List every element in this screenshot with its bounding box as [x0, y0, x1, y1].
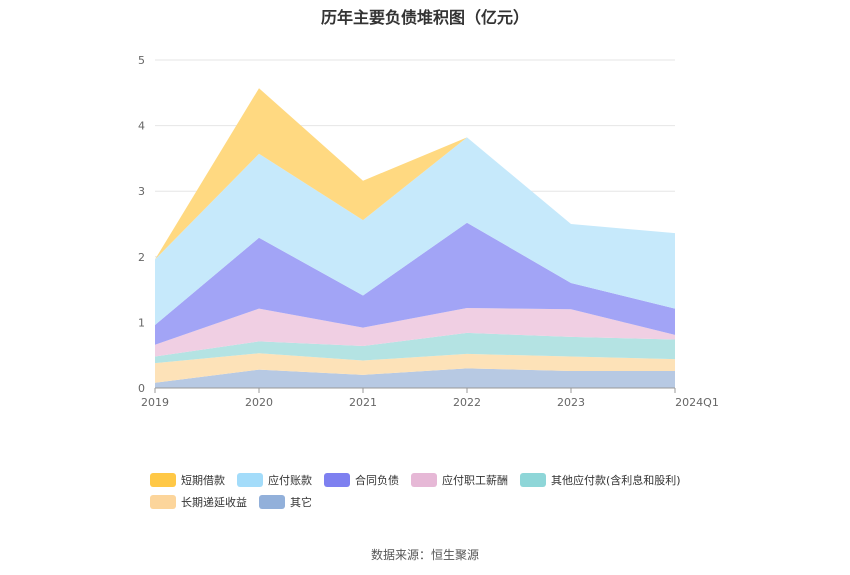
- legend-swatch: [150, 495, 176, 509]
- y-tick-label: 0: [138, 382, 145, 395]
- area-series-1: [155, 353, 675, 383]
- y-tick-label: 4: [138, 120, 145, 133]
- y-tick-label: 2: [138, 251, 145, 264]
- area-series: [155, 88, 675, 388]
- area-series-3: [155, 307, 675, 357]
- legend-item[interactable]: 其他应付款(含利息和股利): [520, 472, 681, 488]
- y-tick-label: 3: [138, 185, 145, 198]
- chart-title: 历年主要负债堆积图（亿元）: [320, 8, 529, 27]
- legend-item[interactable]: 长期递延收益: [150, 494, 247, 510]
- legend-swatch: [324, 473, 350, 487]
- legend-label: 其他应付款(含利息和股利): [551, 474, 681, 487]
- legend-label: 其它: [290, 496, 312, 509]
- legend-item[interactable]: 其它: [259, 494, 312, 510]
- legend-swatch: [150, 473, 176, 487]
- legend-label: 应付账款: [268, 474, 312, 487]
- x-tick-label: 2019: [141, 396, 169, 409]
- legend-label: 合同负债: [355, 474, 399, 487]
- legend-swatch: [411, 473, 437, 487]
- legend-label: 短期借款: [181, 474, 225, 487]
- legend-swatch: [259, 495, 285, 509]
- legend-item[interactable]: 合同负债: [324, 472, 399, 488]
- area-series-4: [155, 222, 675, 345]
- y-tick-label: 5: [138, 54, 145, 67]
- x-tick-label: 2021: [349, 396, 377, 409]
- area-series-5: [155, 137, 675, 326]
- area-series-0: [155, 368, 675, 388]
- area-series-2: [155, 332, 675, 364]
- source-label: 数据来源：恒生聚源: [370, 548, 479, 562]
- x-tick-label: 2020: [245, 396, 273, 409]
- area-series-6: [155, 88, 675, 260]
- legend-item[interactable]: 短期借款: [150, 472, 225, 488]
- x-tick-label: 2024Q1: [675, 396, 719, 409]
- x-tick-label: 2022: [453, 396, 481, 409]
- legend-item[interactable]: 应付账款: [237, 472, 312, 488]
- legend-item[interactable]: 应付职工薪酬: [411, 472, 508, 488]
- x-tick-label: 2023: [557, 396, 585, 409]
- legend: 短期借款 应付账款 合同负债 应付职工薪酬 其他应付款(含利息和股利) 长期递延收益 其它: [150, 472, 730, 510]
- legend-label: 应付职工薪酬: [442, 474, 508, 487]
- axes: 0 1 2 3 4 5 2019 2020 2021 2022 2023 2024Q1: [138, 54, 719, 409]
- legend-label: 长期递延收益: [181, 496, 247, 509]
- legend-swatch: [237, 473, 263, 487]
- y-tick-label: 1: [138, 316, 145, 329]
- legend-swatch: [520, 473, 546, 487]
